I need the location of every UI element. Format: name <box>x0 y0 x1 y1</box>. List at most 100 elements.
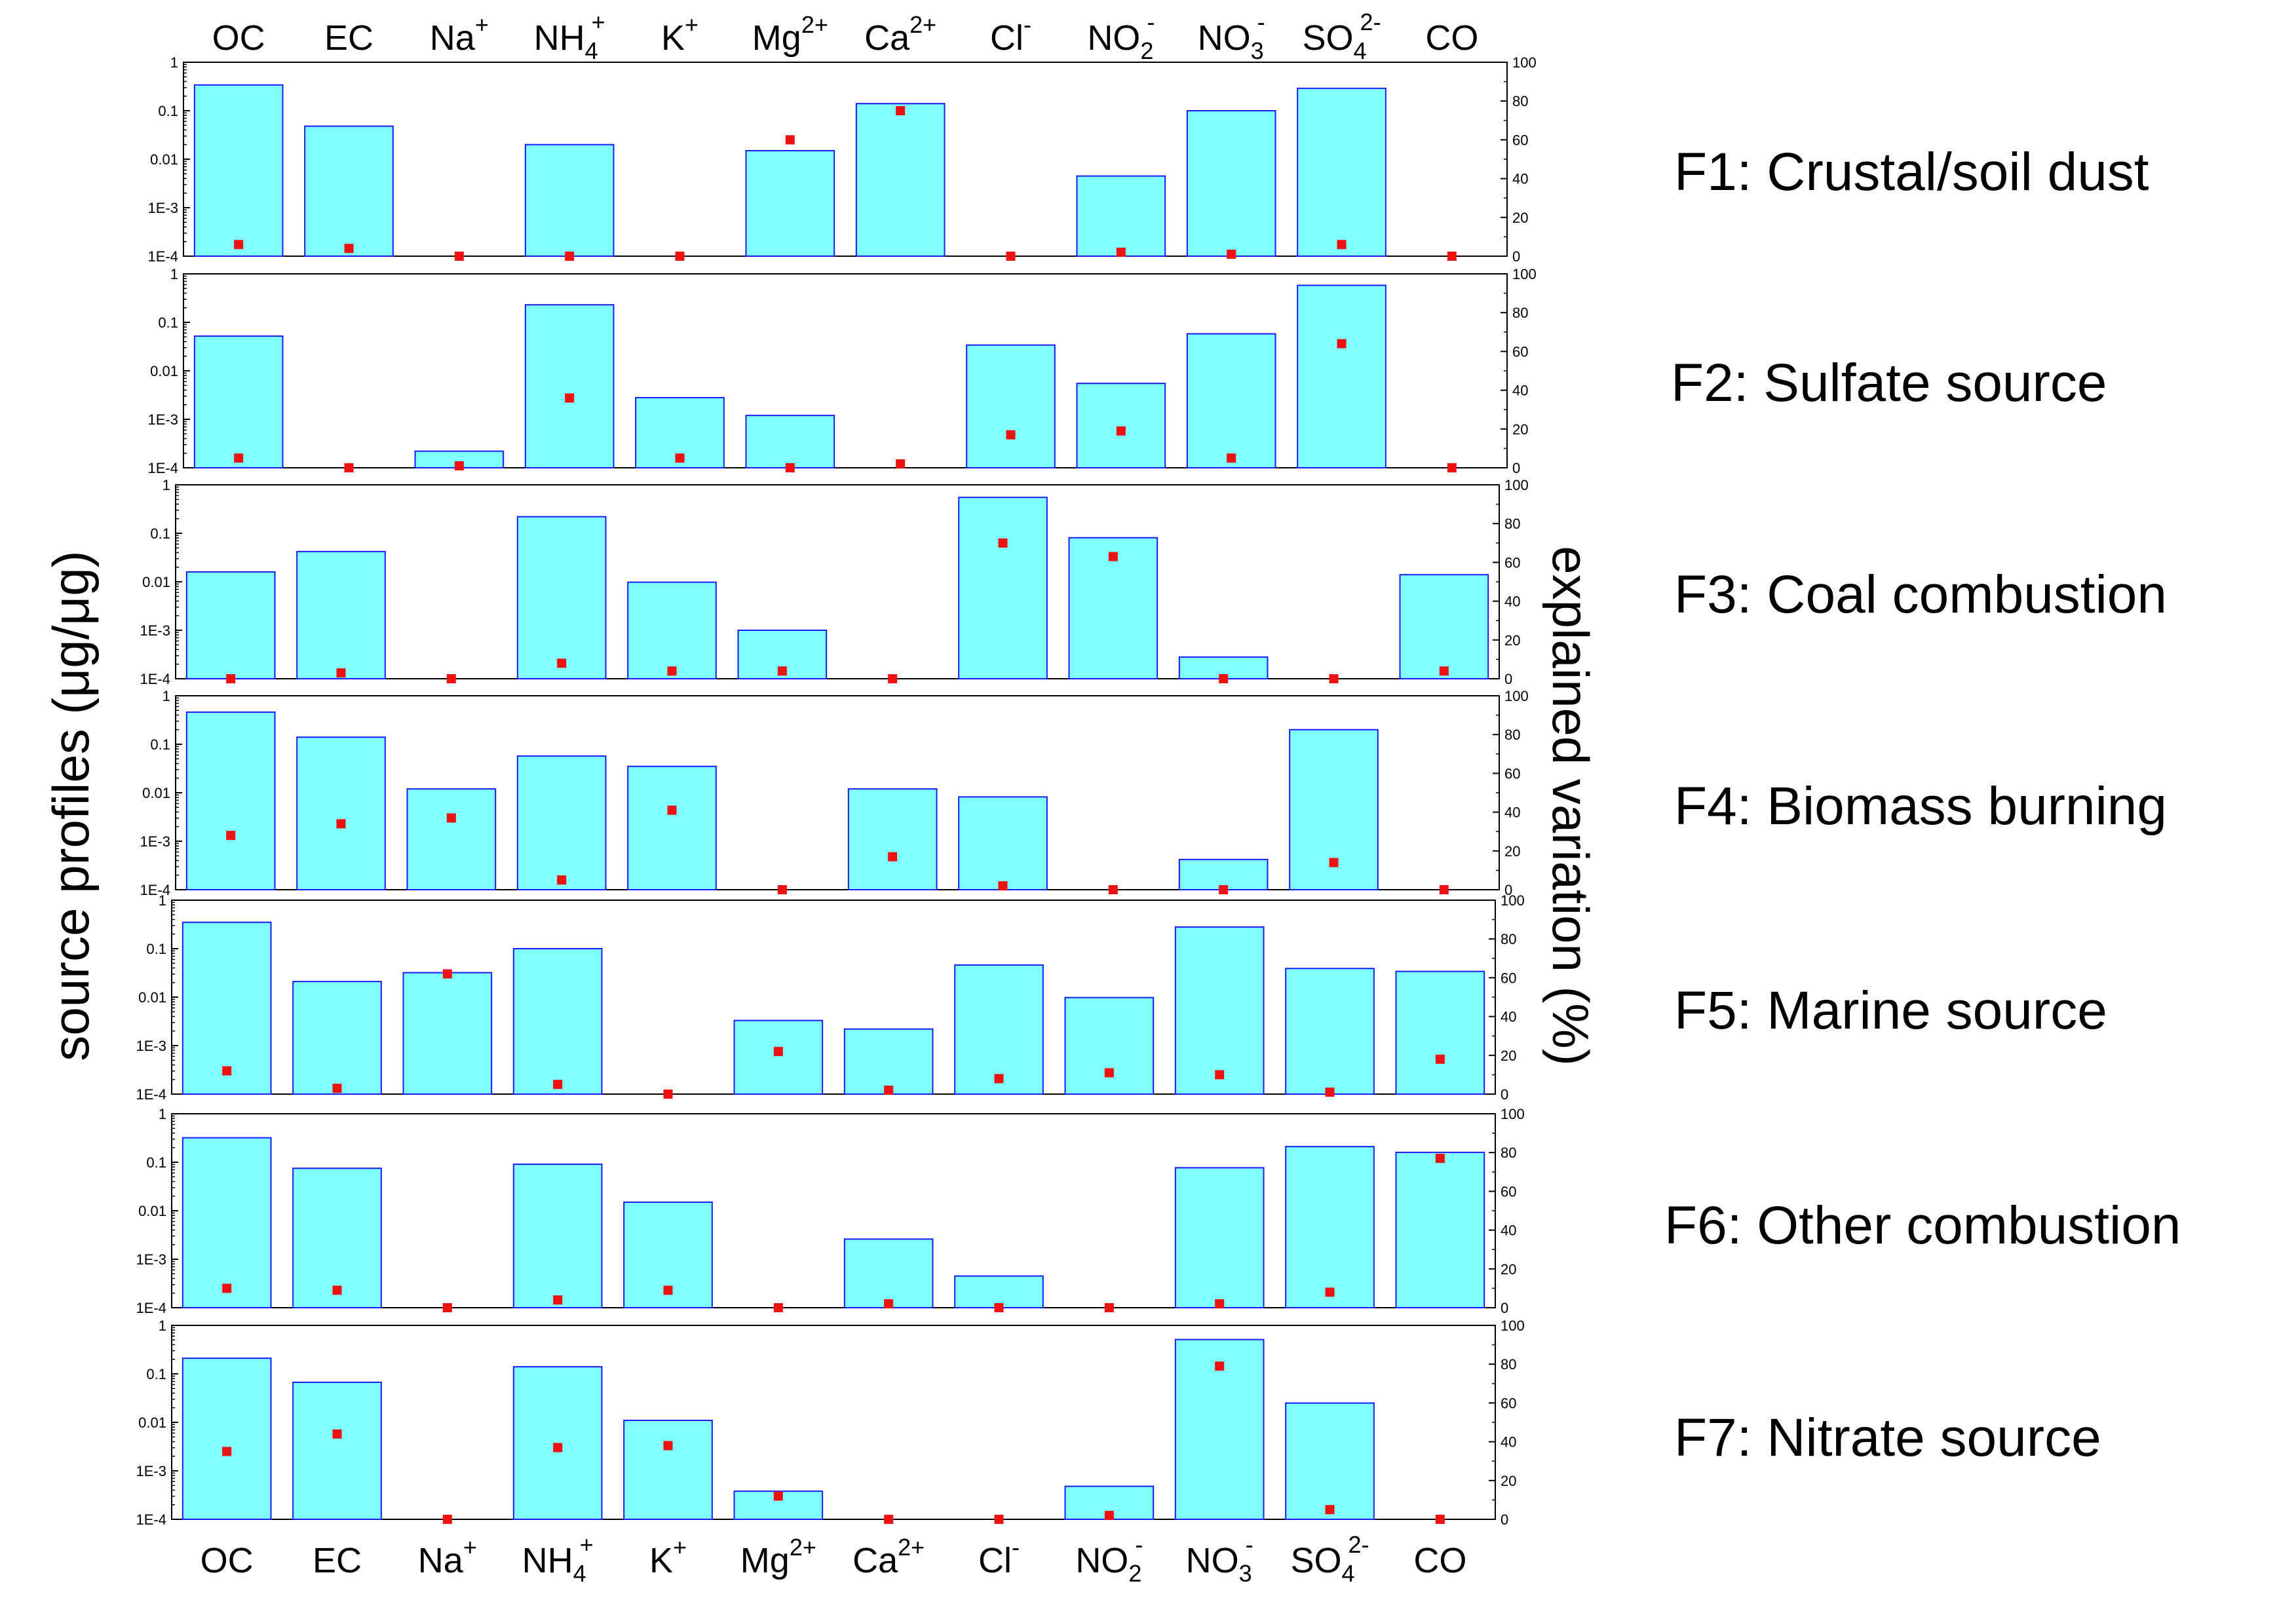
profile-bar-cl <box>958 796 1048 891</box>
profile-bar-so4 <box>1297 87 1387 257</box>
variation-marker-na <box>454 252 464 261</box>
right-tick-label: 0 <box>1501 1086 1508 1103</box>
bottom-label-na: Na+ <box>418 1534 477 1580</box>
variation-marker-oc <box>226 674 236 683</box>
left-tick-label: 0.01 <box>150 363 178 379</box>
panel-7: 1E-4 1E-3 0.01 0.1 1 0 20 40 60 80 100 <box>136 1318 1525 1528</box>
left-tick-label: 1E-3 <box>136 1463 166 1479</box>
profile-bar-ec <box>292 1167 382 1309</box>
left-tick-label: 1E-4 <box>148 460 178 476</box>
variation-marker-so4 <box>1325 1505 1335 1515</box>
right-tick-label: 80 <box>1504 516 1520 532</box>
top-label-oc: OC <box>212 18 265 58</box>
bottom-label-no2: NO2- <box>1075 1531 1143 1587</box>
variation-marker-no2 <box>1104 1068 1114 1078</box>
bottom-label-ec: EC <box>313 1541 362 1580</box>
profile-bar-no2 <box>1076 383 1166 468</box>
variation-marker-mg <box>773 1491 783 1501</box>
variation-marker-mg <box>785 135 795 145</box>
left-tick-label: 0.1 <box>146 1154 166 1171</box>
right-tick-label: 0 <box>1504 882 1512 898</box>
profile-bar-na <box>406 788 497 891</box>
profile-bar-nh4 <box>512 1164 603 1308</box>
variation-marker-ca <box>888 852 898 862</box>
left-tick-label: 1 <box>163 477 170 493</box>
profile-bar-so4 <box>1285 968 1375 1095</box>
profile-bar-ca <box>847 788 938 891</box>
factor-label-f5: F5: Marine source <box>1674 981 2107 1040</box>
profile-bar-oc <box>193 84 284 257</box>
right-tick-label: 60 <box>1504 765 1520 782</box>
variation-marker-oc <box>234 240 244 250</box>
left-tick-label: 0.01 <box>138 1203 166 1219</box>
left-tick-label: 0.1 <box>158 314 178 331</box>
left-tick-label: 0.01 <box>142 785 170 801</box>
variation-marker-so4 <box>1325 1088 1335 1097</box>
bottom-label-k: K+ <box>649 1534 687 1580</box>
variation-marker-cl <box>1006 252 1016 261</box>
variation-marker-no2 <box>1108 885 1118 894</box>
profile-bar-so4 <box>1285 1402 1375 1521</box>
variation-marker-oc <box>222 1447 232 1456</box>
variation-marker-nh4 <box>557 875 567 885</box>
factor-label-f3: F3: Coal combustion <box>1674 565 2167 624</box>
right-tick-label: 0 <box>1501 1511 1508 1528</box>
left-tick-label: 1 <box>170 54 178 71</box>
profile-bar-no3 <box>1186 110 1276 257</box>
variation-marker-ca <box>884 1086 894 1095</box>
right-tick-label: 0 <box>1504 671 1512 687</box>
left-tick-label: 1 <box>163 688 170 704</box>
variation-marker-no3 <box>1219 674 1229 683</box>
variation-marker-na <box>446 674 456 683</box>
variation-marker-nh4 <box>553 1080 563 1090</box>
profile-bar-k <box>623 1419 713 1521</box>
panel-3: 1E-4 1E-3 0.01 0.1 1 0 20 40 60 80 100 <box>140 477 1529 687</box>
left-tick-label: 1E-4 <box>136 1086 166 1103</box>
variation-marker-co <box>1435 1154 1445 1164</box>
profile-bar-cl <box>958 497 1048 679</box>
variation-marker-no2 <box>1104 1303 1114 1312</box>
right-tick-label: 100 <box>1504 477 1529 493</box>
variation-marker-k <box>663 1441 673 1451</box>
profile-bar-k <box>627 765 717 891</box>
right-tick-label: 40 <box>1512 171 1528 187</box>
variation-marker-cl <box>998 881 1008 891</box>
left-tick-label: 1 <box>159 1106 166 1122</box>
panel-4: 1E-4 1E-3 0.01 0.1 1 0 20 40 60 80 100 <box>140 688 1529 898</box>
bottom-label-oc: OC <box>201 1541 254 1580</box>
variation-marker-no3 <box>1219 885 1229 894</box>
right-tick-label: 0 <box>1512 460 1520 476</box>
profile-bar-na <box>402 972 493 1095</box>
variation-marker-so4 <box>1329 858 1339 867</box>
top-label-ec: EC <box>324 18 373 58</box>
right-tick-label: 80 <box>1512 305 1528 321</box>
variation-marker-ec <box>344 244 354 254</box>
profile-bar-no3 <box>1174 1167 1265 1308</box>
factor-labels: F1: Crustal/soil dust F2: Sulfate source F… <box>1664 142 2181 1468</box>
profile-bar-no2 <box>1068 537 1158 679</box>
variation-marker-cl <box>994 1515 1004 1524</box>
variation-marker-cl <box>994 1303 1004 1312</box>
variation-marker-cl <box>998 538 1008 548</box>
variation-marker-k <box>663 1090 673 1099</box>
variation-marker-co <box>1447 252 1457 261</box>
right-tick-label: 100 <box>1512 266 1537 282</box>
variation-marker-k <box>675 453 685 463</box>
variation-marker-ec <box>336 668 346 678</box>
profile-bar-oc <box>182 1137 272 1308</box>
top-label-so4: SO42- <box>1302 9 1381 64</box>
profile-bar-ec <box>296 736 386 890</box>
top-species-labels: OC EC Na+ NH4+ K+ Mg2+ Ca2+ Cl- NO2- NO3- SO42- CO <box>212 9 1479 64</box>
variation-marker-ec <box>332 1285 342 1295</box>
profile-bar-mg <box>745 415 835 468</box>
factor-label-f7: F7: Nitrate source <box>1674 1408 2101 1468</box>
variation-marker-oc <box>226 831 236 841</box>
factor-label-f2: F2: Sulfate source <box>1671 353 2107 413</box>
profile-bar-oc <box>182 1357 272 1520</box>
variation-marker-k <box>667 666 677 676</box>
panel-1: 1E-4 1E-3 0.01 0.1 1 0 20 40 60 80 100 <box>148 54 1537 265</box>
variation-marker-mg <box>773 1303 783 1312</box>
profile-bar-k <box>627 581 717 680</box>
right-tick-label: 80 <box>1501 1356 1516 1373</box>
